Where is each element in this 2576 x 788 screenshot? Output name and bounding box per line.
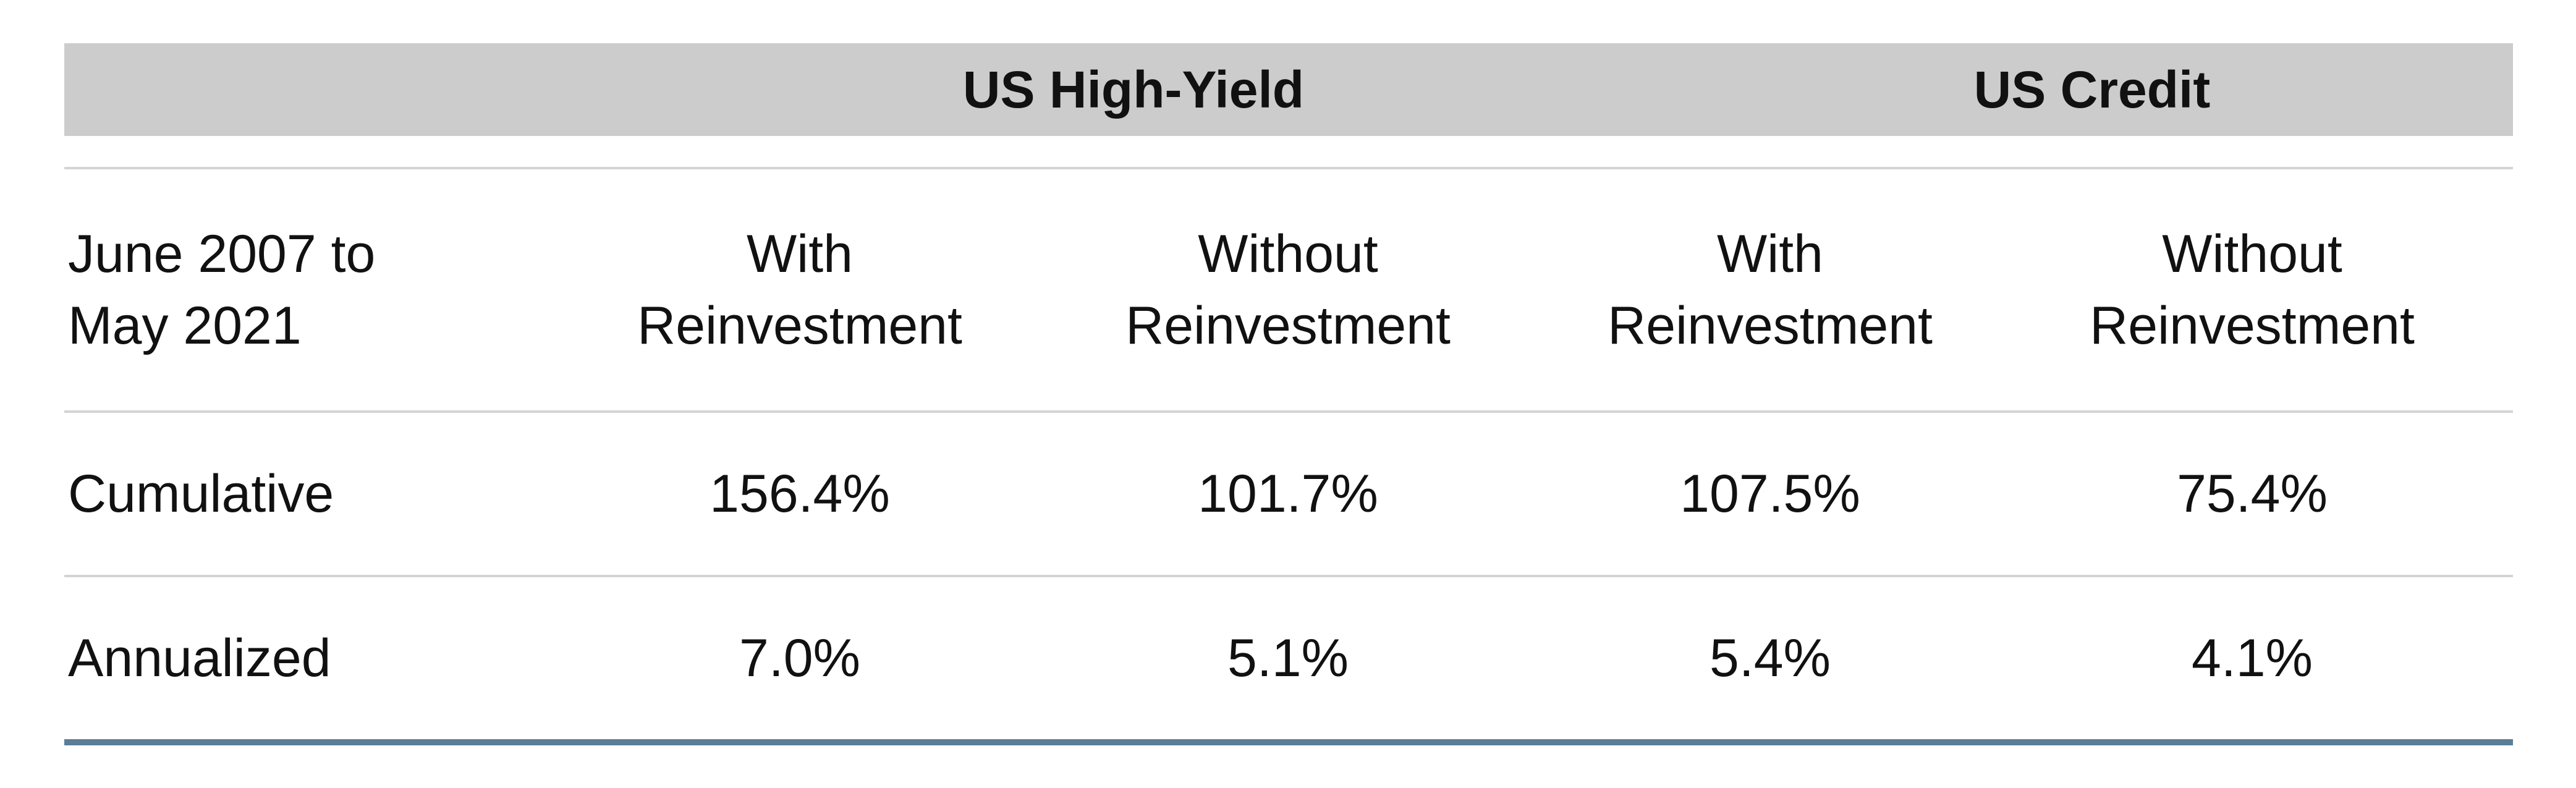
row-label: Cumulative — [68, 464, 334, 523]
table-cell: 156.4% — [710, 464, 890, 523]
table-cell: 7.0% — [739, 628, 861, 688]
column-header-credit-without: Without Reinvestment — [2005, 169, 2499, 410]
column-header-line1: Without — [1198, 224, 1378, 284]
table-row-cumulative: Cumulative 156.4% 101.7% 107.5% 75.4% — [64, 413, 2513, 575]
column-header-line1: Without — [2162, 224, 2342, 284]
table-cell: 4.1% — [2191, 628, 2313, 688]
bottom-rule — [64, 739, 2513, 745]
column-header-hy-without: Without Reinvestment — [1041, 169, 1535, 410]
table-cell: 75.4% — [2177, 464, 2328, 523]
row-divider — [64, 410, 2513, 413]
column-header-line2: Reinvestment — [2090, 296, 2415, 355]
column-header-line1: With — [1716, 224, 1823, 284]
column-header-credit-with: With Reinvestment — [1523, 169, 2017, 410]
period-label-line2: May 2021 — [68, 296, 302, 355]
table-row-annualized: Annualized 7.0% 5.1% 5.4% 4.1% — [64, 577, 2513, 739]
table-cell: 5.4% — [1709, 628, 1831, 688]
group-header-row: US High-Yield US Credit — [64, 43, 2513, 136]
column-header-line2: Reinvestment — [637, 296, 962, 355]
header-divider — [64, 167, 2513, 169]
column-header-line2: Reinvestment — [1608, 296, 1933, 355]
table-cell: 5.1% — [1227, 628, 1349, 688]
table-cell: 107.5% — [1680, 464, 1860, 523]
period-label: June 2007 to May 2021 — [68, 169, 624, 410]
column-header-hy-with: With Reinvestment — [553, 169, 1047, 410]
subheader-row: June 2007 to May 2021 With Reinvestment … — [64, 169, 2513, 410]
table-cell: 101.7% — [1198, 464, 1378, 523]
row-label: Annualized — [68, 628, 331, 688]
returns-table: US High-Yield US Credit June 2007 to May… — [64, 43, 2513, 745]
group-header-credit: US Credit — [1973, 61, 2211, 119]
row-divider — [64, 575, 2513, 577]
column-header-line2: Reinvestment — [1125, 296, 1451, 355]
column-header-line1: With — [746, 224, 853, 284]
group-header-high-yield: US High-Yield — [962, 61, 1305, 119]
period-label-line1: June 2007 to — [68, 224, 376, 284]
